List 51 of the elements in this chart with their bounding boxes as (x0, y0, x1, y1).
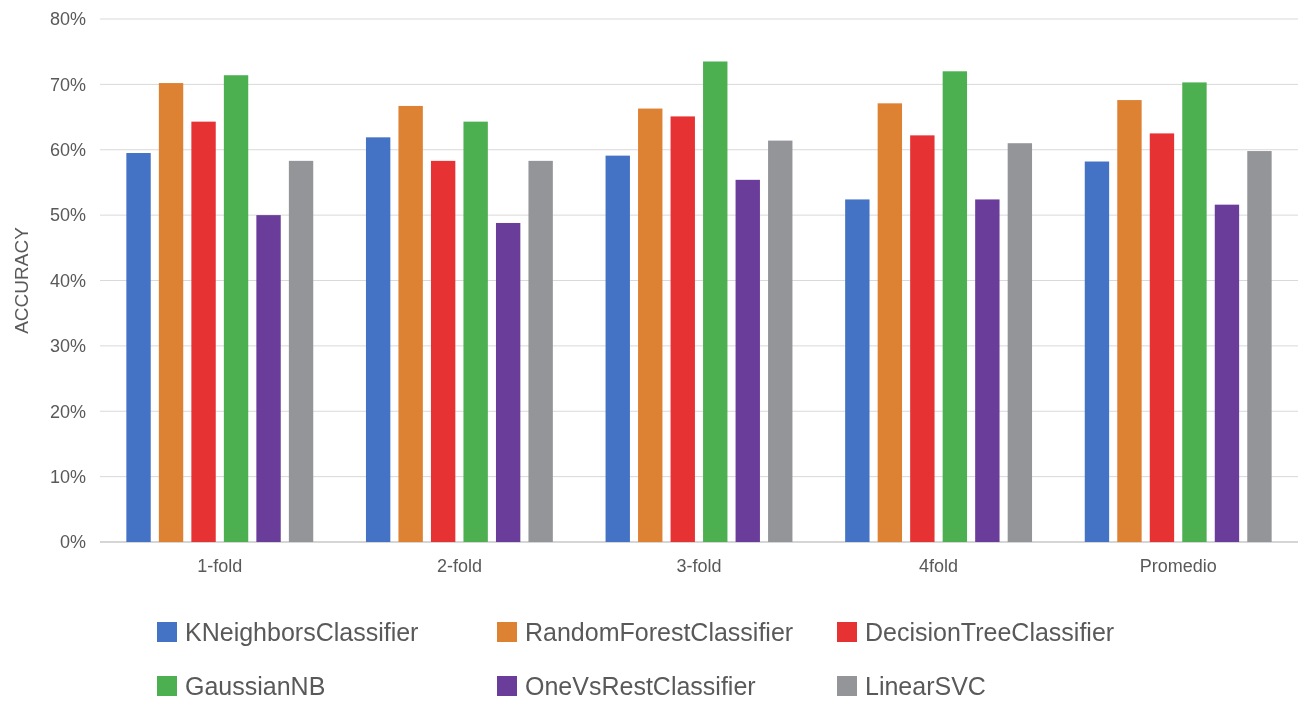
legend-label: LinearSVC (865, 671, 986, 700)
y-tick-label: 80% (49, 9, 86, 30)
bar (910, 135, 935, 542)
bar (191, 121, 216, 542)
y-tick-label: 50% (49, 205, 86, 226)
x-tick-label: 2-fold (436, 556, 482, 576)
bar (845, 199, 870, 542)
bar (430, 160, 456, 542)
legend-label: KNeighborsClassifier (185, 617, 419, 646)
y-axis-title: ACCURACY (11, 226, 32, 334)
legend-label: GaussianNB (185, 671, 326, 700)
y-tick-label: 30% (49, 336, 86, 357)
bar (1182, 82, 1207, 542)
bar (495, 222, 521, 542)
bar (528, 160, 553, 542)
bar (1149, 133, 1175, 542)
bar (638, 108, 663, 542)
bar (223, 75, 249, 542)
x-tick-label: 1-fold (197, 556, 243, 576)
bar (256, 215, 281, 542)
y-tick-label: 70% (49, 74, 86, 95)
bar (703, 61, 728, 542)
bar (735, 179, 760, 542)
bar (1214, 204, 1240, 542)
bar (1117, 100, 1142, 542)
bar (768, 140, 793, 542)
y-tick-label: 40% (49, 270, 86, 291)
y-tick-label: 10% (49, 466, 86, 487)
bar (463, 121, 488, 542)
y-tick-label: 0% (59, 532, 86, 553)
bar (158, 83, 184, 542)
legend-label: OneVsRestClassifier (525, 671, 756, 700)
x-tick-label: 3-fold (676, 556, 722, 576)
bar (877, 103, 903, 542)
legend-label: RandomForestClassifier (525, 617, 794, 646)
y-tick-label: 60% (49, 140, 86, 161)
bar (398, 105, 423, 542)
bar (288, 160, 314, 542)
bar (942, 71, 968, 542)
x-tick-label: 4fold (919, 556, 959, 576)
bar (365, 137, 391, 542)
bar (670, 116, 695, 542)
bar (605, 155, 630, 542)
bar (126, 153, 151, 542)
y-tick-label: 20% (49, 401, 86, 422)
bar (975, 199, 1000, 542)
legend-label: DecisionTreeClassifier (865, 617, 1115, 646)
x-tick-label: Promedio (1139, 556, 1217, 576)
bar (1007, 143, 1033, 542)
bar (1084, 161, 1110, 542)
bar (1247, 151, 1272, 542)
